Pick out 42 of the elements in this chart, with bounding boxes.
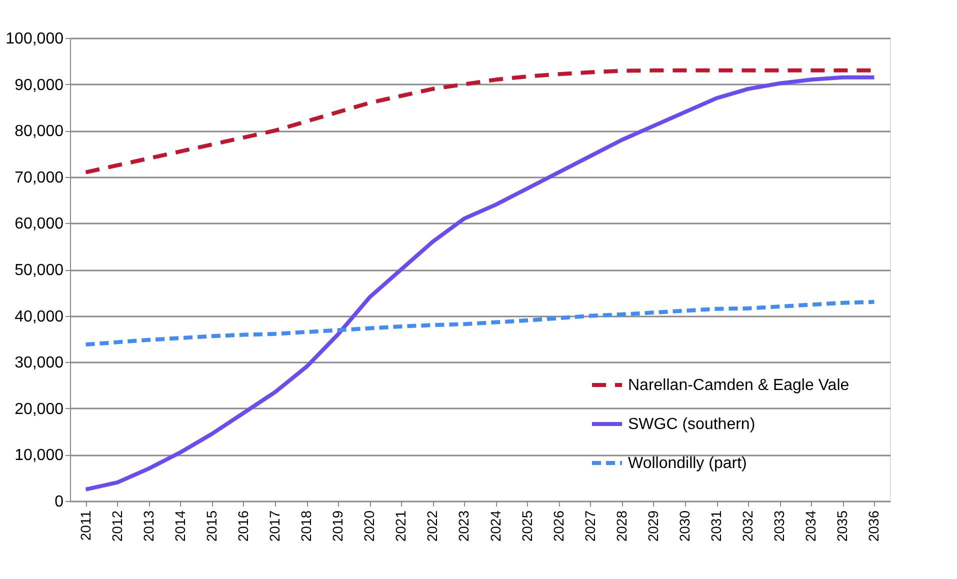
y-tick-label: 70,000 xyxy=(14,169,64,186)
y-tick-label: 0 xyxy=(54,494,64,510)
x-tick-label: 2018 xyxy=(298,510,314,542)
y-tick-label: 30,000 xyxy=(14,354,64,372)
x-tick-label: 2035 xyxy=(834,510,850,542)
x-tick-label: 2026 xyxy=(550,510,566,542)
line-series xyxy=(84,75,876,492)
x-tick-label: 2032 xyxy=(740,510,756,542)
x-tick-label: 2015 xyxy=(203,510,220,542)
x-tick-label: 2033 xyxy=(771,510,788,542)
x-tick-label: 2022 xyxy=(424,510,440,542)
x-tick-label: 2024 xyxy=(487,510,504,542)
y-tick-label: 60,000 xyxy=(14,216,64,233)
y-tick-label: 20,000 xyxy=(14,400,64,418)
x-tick-label: 2028 xyxy=(613,510,630,542)
x-tick-label: 2020 xyxy=(361,510,378,542)
y-tick-label: 100,000 xyxy=(6,30,64,48)
legend-label: SWGC (southern) xyxy=(628,416,756,433)
x-tick-label: 2029 xyxy=(644,510,661,542)
y-tick-label: 80,000 xyxy=(14,123,64,140)
x-tick-label: 2021 xyxy=(392,510,409,542)
x-tick-label: 2013 xyxy=(140,510,156,542)
x-tick-label: 2036 xyxy=(866,510,882,542)
legend-label: Narellan-Camden & Eagle Vale xyxy=(628,377,850,394)
x-tick-label: 2031 xyxy=(708,510,724,542)
x-tick-label: 2014 xyxy=(172,510,188,542)
x-tick-label: 2017 xyxy=(266,510,282,542)
x-tick-label: 2016 xyxy=(234,510,251,542)
y-tick-label: 50,000 xyxy=(14,262,64,279)
y-tick-label: 10,000 xyxy=(14,447,64,464)
x-tick-label: 2011 xyxy=(77,510,94,541)
x-tick-label: 2023 xyxy=(456,510,472,542)
x-tick-label: 2019 xyxy=(330,510,346,542)
y-tick-label: 90,000 xyxy=(14,76,64,94)
line-series xyxy=(84,300,876,347)
x-tick-label: 2025 xyxy=(518,510,535,542)
x-tick-label: 2034 xyxy=(802,510,819,542)
x-tick-label: 2012 xyxy=(108,510,125,542)
legend-label: Wollondilly (part) xyxy=(628,455,747,472)
y-tick-label: 40,000 xyxy=(14,308,64,326)
x-tick-label: 2030 xyxy=(676,510,692,542)
x-tick-label: 2027 xyxy=(582,510,598,542)
